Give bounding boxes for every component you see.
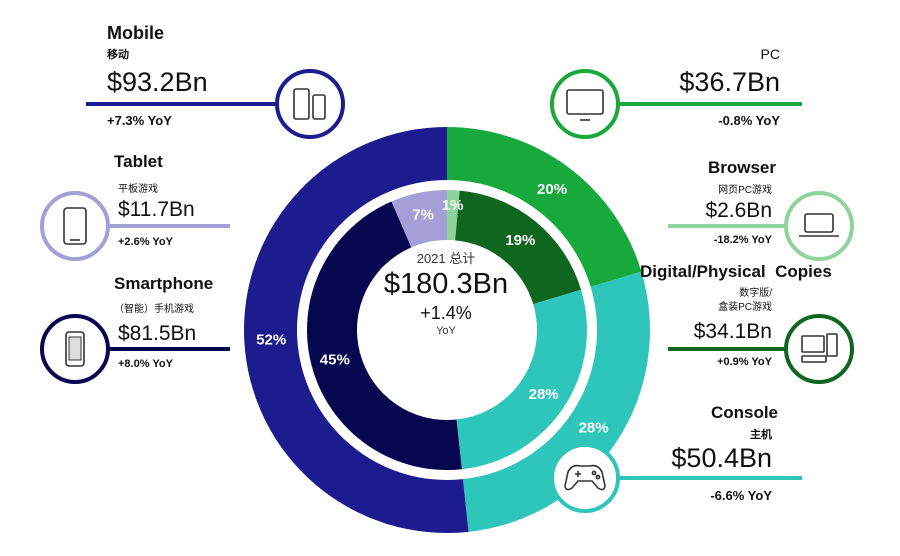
monitor-icon [550,69,620,139]
digital-name: Digital/Physical Copies [640,262,832,281]
center-yoy-label: YoY [436,325,456,337]
tablet-yoy: +2.6% YoY [118,236,173,248]
inner-slice-tablet [391,190,447,248]
tablet-name: Tablet [114,152,163,171]
pct-label-inner-console: 28% [529,386,559,403]
console-value: $50.4Bn [671,443,772,473]
smartphone-cn: （智能）手机游戏 [114,304,194,315]
smartphone-name: Smartphone [114,274,214,293]
smartphone-value: $81.5Bn [118,322,197,345]
tablet-cn: 平板游戏 [118,184,158,195]
mobile-yoy: +7.3% YoY [107,113,172,128]
mobile-name: Mobile [107,23,164,43]
pct-label-inner-digital-physical-copies: 19% [505,232,535,249]
center-total: $180.3Bn [383,268,509,300]
pc-yoy: -0.8% YoY [718,113,780,128]
inner-slice-smartphone [307,201,462,470]
outer-slice-console [462,271,650,532]
desktop-computer-icon [784,314,854,384]
mobile-devices-icon [275,69,345,139]
browser-yoy: -18.2% YoY [713,234,772,246]
pc-value: $36.7Bn [679,67,780,97]
mobile-cn: 移动 [107,49,129,61]
pct-label-outer-pc: 20% [537,181,567,198]
digital-value: $34.1Bn [693,320,772,343]
pct-label-inner-smartphone: 45% [320,351,350,368]
console-name: Console [710,403,778,422]
center-caption: 2021 总计 [416,251,476,266]
smartphone-icon [40,314,110,384]
inner-ring [307,190,587,470]
digital-cn-line1: 数字版/ [739,288,772,299]
tablet-icon [40,191,110,261]
inner-slice-digital-physical-copies [455,190,582,305]
gamepad-icon [550,443,620,513]
icons [40,69,854,513]
center-yoy: +1.4% [420,303,472,323]
outer-slice-pc [447,127,642,287]
pct-label-inner-tablet: 7% [412,206,434,223]
pct-label-outer-mobile: 52% [256,331,286,348]
browser-cn: 网页PC游戏 [718,185,772,196]
digital-cn-line2: 盒装PC游戏 [718,302,772,313]
leader-lines [86,102,802,480]
outer-slice-mobile [243,127,469,533]
pct-label-outer-console: 28% [579,419,609,436]
percentage-labels: 20% 28% 52% 1% 19% 28% 45% 7% [256,181,608,437]
browser-name: Browser [707,158,776,177]
inner-slice-browser [447,190,460,241]
pct-label-inner-browser: 1% [442,197,464,214]
mobile-value: $93.2Bn [107,67,208,97]
outer-ring [243,127,650,533]
tablet-value: $11.7Bn [118,198,195,221]
browser-value: $2.6Bn [705,199,772,222]
laptop-icon [784,191,854,261]
pc-name: PC [760,46,780,62]
inner-slice-console [456,289,587,470]
console-cn: 主机 [750,429,772,441]
console-yoy: -6.6% YoY [710,488,772,503]
smartphone-yoy: +8.0% YoY [118,358,173,370]
digital-yoy: +0.9% YoY [717,356,772,368]
